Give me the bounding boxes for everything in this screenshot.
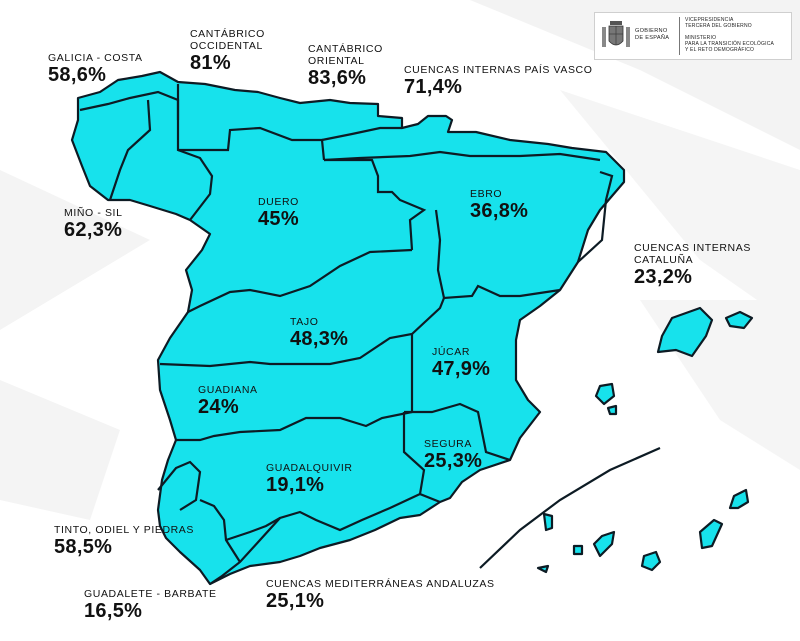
label-cantabrico-oriental: CANTÁBRICO ORIENTAL 83,6% — [308, 43, 383, 89]
basin-percentage: 16,5% — [84, 600, 143, 622]
basin-name: TAJO — [290, 316, 319, 328]
basin-percentage: 23,2% — [634, 266, 693, 288]
island-la-gomera — [572, 544, 584, 556]
border-minosil-inner — [108, 99, 152, 201]
label-duero: DUERO 45% — [258, 196, 299, 230]
basin-percentage: 36,8% — [470, 200, 529, 222]
island-ibiza — [594, 382, 616, 406]
basin-name: CATALUÑA — [634, 254, 694, 266]
government-name: GOBIERNO DE ESPAÑA — [635, 28, 670, 41]
island-lanzarote — [728, 488, 750, 510]
basin-percentage: 81% — [190, 52, 231, 74]
basin-percentage: 58,5% — [54, 536, 113, 558]
label-ebro: EBRO 36,8% — [470, 188, 528, 222]
basin-percentage: 45% — [258, 208, 299, 230]
island-gran-canaria — [640, 550, 662, 572]
basin-percentage: 48,3% — [290, 328, 349, 350]
basin-name: GUADALETE - BARBATE — [84, 588, 217, 600]
label-cuencas-internas-cataluna: CUENCAS INTERNAS CATALUÑA 23,2% — [634, 242, 751, 288]
basin-name: MIÑO - SIL — [64, 207, 123, 219]
basin-name: OCCIDENTAL — [190, 40, 263, 52]
basin-percentage: 62,3% — [64, 219, 123, 241]
basin-percentage: 25,3% — [424, 450, 483, 472]
border-guadalete — [199, 498, 241, 563]
label-galicia-costa: GALICIA - COSTA 58,6% — [48, 52, 143, 86]
label-tinto-odiel-piedras: TINTO, ODIEL Y PIEDRAS 58,5% — [54, 524, 194, 558]
basin-name: ORIENTAL — [308, 55, 365, 67]
basin-percentage: 24% — [198, 396, 239, 418]
label-cuencas-mediterraneas-andaluzas: CUENCAS MEDITERRÁNEAS ANDALUZAS 25,1% — [266, 578, 495, 612]
island-fuerteventura — [698, 518, 724, 550]
border-ebro-cataluna — [577, 170, 614, 263]
border-ebro-north — [323, 150, 601, 162]
logo-divider — [679, 17, 680, 55]
basin-name: SEGURA — [424, 438, 472, 450]
basin-name: EBRO — [470, 188, 503, 200]
border-duero-ebro — [324, 158, 427, 251]
basin-name: CANTÁBRICO — [190, 28, 265, 40]
basin-name: DUERO — [258, 196, 299, 208]
basin-name: GUADALQUIVIR — [266, 462, 353, 474]
border-segura-west — [402, 412, 441, 504]
island-tenerife — [592, 530, 616, 558]
label-mino-sil: MIÑO - SIL 62,3% — [64, 207, 123, 241]
border-guadalete-east — [225, 517, 281, 542]
basin-percentage: 25,1% — [266, 590, 325, 612]
island-mallorca — [656, 306, 714, 358]
basin-percentage: 71,4% — [404, 76, 463, 98]
basin-name: JÚCAR — [432, 346, 471, 358]
border-guadalquivir-mediterraneas — [209, 493, 421, 585]
ministry-name: VICEPRESIDENCIA TERCERA DEL GOBIERNO MIN… — [685, 17, 775, 53]
island-la-palma — [542, 512, 554, 532]
basin-name: GUADIANA — [198, 384, 258, 396]
label-cuencas-internas-pais-vasco: CUENCAS INTERNAS PAÍS VASCO 71,4% — [404, 64, 593, 98]
basin-percentage: 58,6% — [48, 64, 107, 86]
label-guadalete-barbate: GUADALETE - BARBATE 16,5% — [84, 588, 217, 622]
border-tajo-guadiana — [159, 297, 446, 368]
label-cantabrico-occidental: CANTÁBRICO OCCIDENTAL 81% — [190, 28, 265, 74]
basin-name: CUENCAS INTERNAS PAÍS VASCO — [404, 64, 593, 76]
basin-percentage: 47,9% — [432, 358, 491, 380]
basin-name: TINTO, ODIEL Y PIEDRAS — [54, 524, 195, 536]
border-duero-tajo — [187, 248, 413, 313]
border-guadiana-guadalquivir — [176, 410, 413, 442]
government-logo: GOBIERNO DE ESPAÑA VICEPRESIDENCIA TERCE… — [594, 12, 792, 60]
border-tinto — [157, 460, 202, 511]
label-tajo: TAJO 48,3% — [290, 316, 348, 350]
island-formentera — [606, 404, 618, 416]
basin-name: GALICIA - COSTA — [48, 52, 143, 64]
island-menorca — [724, 310, 754, 330]
basin-percentage: 83,6% — [308, 67, 367, 89]
border-cantabrico-oriental — [321, 126, 402, 142]
label-guadiana: GUADIANA 24% — [198, 384, 258, 418]
basin-name: CUENCAS MEDITERRÁNEAS ANDALUZAS — [266, 578, 495, 590]
border-ebro-jucar — [434, 209, 561, 300]
border-minosil-duero — [176, 84, 214, 221]
canary-inset-frame — [479, 446, 661, 569]
basin-name: CANTÁBRICO — [308, 43, 383, 55]
basin-percentage: 19,1% — [266, 474, 325, 496]
coat-of-arms-icon — [602, 21, 630, 47]
border-jucar-segura — [404, 402, 511, 462]
island-el-hierro — [536, 564, 550, 574]
label-guadalquivir: GUADALQUIVIR 19,1% — [266, 462, 353, 496]
label-segura: SEGURA 25,3% — [424, 438, 482, 472]
mainland-spain — [70, 70, 626, 586]
basin-name: CUENCAS INTERNAS — [634, 242, 751, 254]
label-jucar: JÚCAR 47,9% — [432, 346, 490, 380]
